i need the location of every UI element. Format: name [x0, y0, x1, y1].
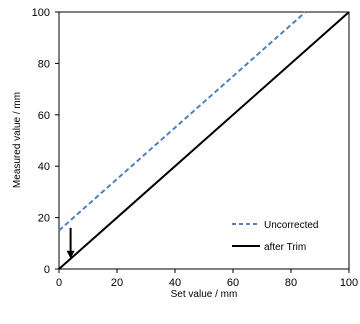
x-axis: 0 20 40 60 80 100 — [56, 269, 358, 289]
y-tick-label: 100 — [32, 7, 50, 19]
legend-label-after-trim: after Trim — [264, 242, 306, 253]
y-tick-label: 20 — [38, 213, 50, 225]
y-axis-title: Measured value / mm — [12, 92, 23, 188]
y-tick-label: 40 — [38, 161, 50, 173]
x-tick-label: 60 — [227, 277, 239, 289]
y-tick-label: 80 — [38, 58, 50, 70]
x-tick-label: 0 — [56, 277, 62, 289]
x-axis-title: Set value / mm — [171, 289, 238, 300]
y-tick-label: 60 — [38, 110, 50, 122]
x-tick-label: 100 — [340, 277, 358, 289]
x-tick-label: 40 — [169, 277, 181, 289]
legend-label-uncorrected: Uncorrected — [264, 220, 318, 231]
x-tick-label: 80 — [285, 277, 297, 289]
annotation-layer — [66, 227, 75, 259]
series-layer — [58, 11, 350, 270]
arrow-head — [66, 250, 75, 259]
series-line-after-trim — [58, 11, 350, 270]
legend: Uncorrected after Trim — [232, 220, 318, 253]
x-tick-label: 20 — [111, 277, 123, 289]
y-tick-label: 0 — [44, 264, 50, 276]
y-axis: 0 20 40 60 80 100 — [32, 7, 59, 276]
series-line-uncorrected — [58, 11, 307, 232]
